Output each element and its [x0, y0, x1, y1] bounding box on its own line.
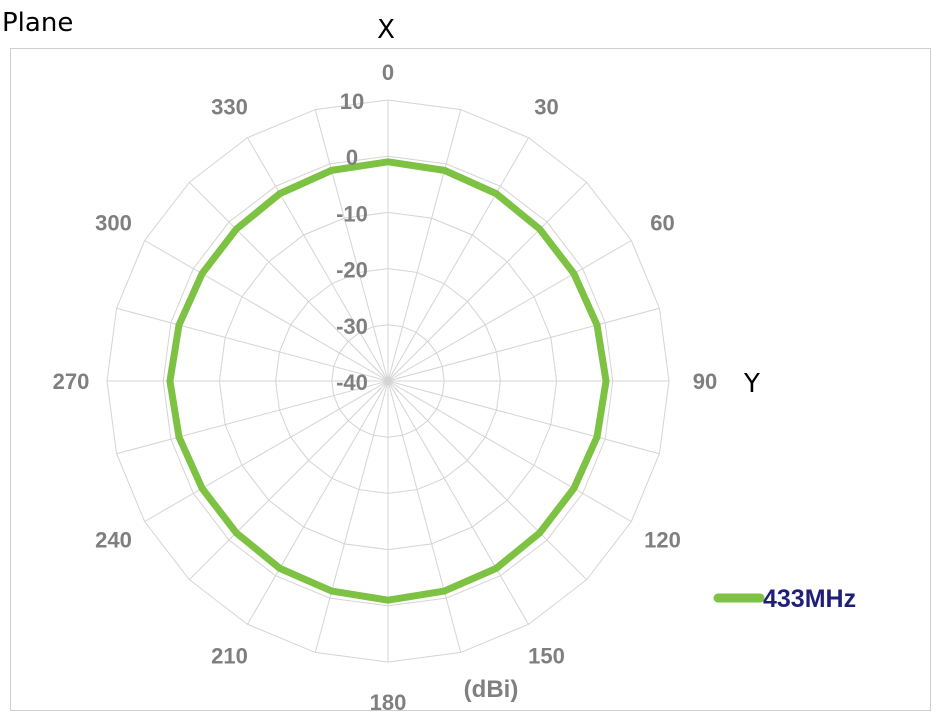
angle-tick-label: 270 [53, 369, 90, 394]
angle-tick-label: 300 [95, 211, 132, 236]
angle-tick-label: 30 [534, 94, 558, 119]
radial-tick-label: 0 [346, 145, 358, 170]
grid-spoke-285 [116, 307, 389, 382]
legend: 433MHz [713, 585, 856, 613]
grid-spoke-150 [387, 380, 529, 625]
grid-spoke-30 [387, 137, 529, 382]
grid-spoke-75 [387, 307, 660, 382]
grid-spoke-45 [387, 181, 588, 382]
legend-label: 433MHz [763, 585, 856, 613]
radial-tick-label: -40 [336, 370, 368, 395]
grid-spoke-255 [116, 380, 389, 455]
series-line-0 [166, 158, 610, 604]
radial-tick-label: -20 [336, 258, 368, 283]
grid-spoke-315 [188, 181, 389, 382]
radial-tick-label: -10 [336, 201, 368, 226]
grid-spoke-120 [387, 380, 632, 522]
grid-spoke-300 [144, 240, 389, 382]
plane-label: Plane [2, 8, 74, 38]
grid-spoke-195 [314, 380, 389, 653]
grid-spoke-105 [387, 380, 660, 455]
angle-tick-label: 90 [693, 369, 717, 394]
angle-tick-label: 120 [644, 528, 681, 553]
angle-tick-label: 180 [370, 690, 407, 715]
angle-tick-label: 240 [95, 528, 132, 553]
angle-tick-label: 330 [211, 94, 248, 119]
y-axis-label: Y [743, 369, 760, 399]
series-layer [166, 158, 610, 604]
angle-tick-label: 60 [650, 211, 674, 236]
angle-tick-label: 150 [528, 644, 565, 669]
grid-spoke-225 [188, 380, 389, 581]
unit-label: (dBi) [464, 676, 519, 703]
grid-spoke-135 [387, 380, 588, 581]
grid-spoke-330 [247, 137, 389, 382]
grid-spoke-345 [314, 109, 389, 382]
radial-tick-labels: -40 -30 -20 -10 0 10 [336, 89, 368, 395]
grid-spoke-240 [144, 380, 389, 522]
grid-spoke-210 [247, 380, 389, 625]
grid-spoke-60 [387, 240, 632, 382]
angle-tick-label: 0 [382, 60, 394, 85]
x-axis-label: X [377, 15, 395, 45]
radial-tick-label: 10 [340, 89, 364, 114]
grid-spoke-15 [387, 109, 462, 382]
radial-tick-label: -30 [336, 314, 368, 339]
angle-tick-labels: 0 30 60 90 120 150 180 210 240 270 300 330 [53, 60, 718, 715]
grid-spokes [107, 100, 669, 662]
chart-frame [10, 48, 931, 711]
grid-spoke-165 [387, 380, 462, 653]
angle-tick-label: 210 [211, 644, 248, 669]
